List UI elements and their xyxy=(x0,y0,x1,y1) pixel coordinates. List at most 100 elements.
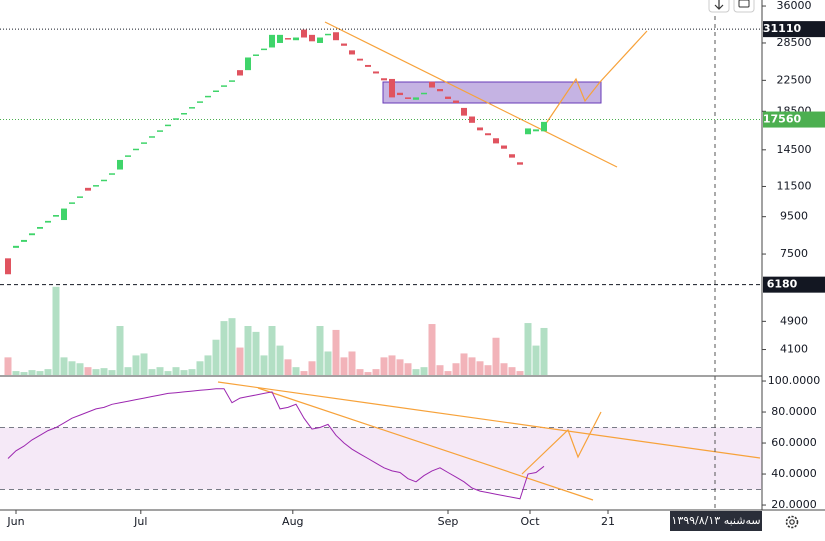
projection-path[interactable] xyxy=(544,30,648,126)
volume-bar xyxy=(36,371,44,375)
candle xyxy=(461,107,467,116)
volume-bar xyxy=(84,367,92,375)
y-tick-label: 4900 xyxy=(780,314,808,327)
volume-bar xyxy=(100,368,108,375)
volume-bar xyxy=(28,370,36,375)
candle xyxy=(133,148,139,151)
candle xyxy=(397,92,403,96)
volume-bar xyxy=(220,321,228,375)
candle xyxy=(205,95,211,98)
rectangle-drawing[interactable] xyxy=(382,81,602,104)
candle xyxy=(493,138,499,144)
axis-layer: 4100490075009500115001450018500225002850… xyxy=(6,0,825,528)
candle xyxy=(253,54,259,56)
candle xyxy=(13,245,19,248)
date-label-box xyxy=(670,511,762,531)
candle xyxy=(357,58,363,61)
volume-bar xyxy=(380,357,388,375)
rsi-projection-path[interactable] xyxy=(521,411,602,475)
volume-bar xyxy=(484,365,492,375)
volume-bar xyxy=(180,370,188,375)
crosshair-date: سه‌شنبه ۱۳۹۹/۸/۱۳ xyxy=(671,514,760,527)
candle xyxy=(325,33,331,36)
volume-bar xyxy=(204,355,212,375)
volume-bar xyxy=(332,329,340,375)
candle xyxy=(29,233,35,236)
volume-bar xyxy=(244,326,252,375)
candle xyxy=(365,64,371,67)
candle xyxy=(125,155,131,157)
candle xyxy=(61,208,67,221)
volume-bar xyxy=(532,345,540,375)
candle xyxy=(309,34,315,42)
candle xyxy=(317,37,323,43)
candle xyxy=(469,116,475,123)
settings-button[interactable] xyxy=(733,0,755,13)
price-label-box xyxy=(763,111,825,128)
candle xyxy=(141,142,147,144)
candle xyxy=(93,185,99,187)
volume-bar xyxy=(492,337,500,375)
volume-bar xyxy=(116,326,124,375)
volume-bar xyxy=(468,357,476,375)
volume-bar xyxy=(196,361,204,375)
volume-bar xyxy=(428,324,436,375)
candle xyxy=(189,107,195,109)
y-tick-label: 22500 xyxy=(777,73,812,86)
y-tick-label: 28500 xyxy=(777,36,812,49)
rsi-trend-line[interactable] xyxy=(257,387,594,501)
rsi-tick-label: 40.0000 xyxy=(771,467,817,480)
rsi-trend-line[interactable] xyxy=(217,381,761,459)
candle xyxy=(69,202,75,204)
volume-bar xyxy=(268,326,276,375)
candle xyxy=(429,81,435,88)
volume-bar xyxy=(388,355,396,375)
rsi-line xyxy=(7,388,545,500)
price-label: 6180 xyxy=(767,278,798,291)
volume-bar xyxy=(348,351,356,375)
rsi-band-layer xyxy=(0,427,762,491)
volume-bar xyxy=(260,355,268,375)
candle xyxy=(85,187,91,191)
volume-bar xyxy=(308,361,316,375)
volume-bar xyxy=(92,369,100,375)
candle xyxy=(285,38,291,40)
candle xyxy=(405,97,411,99)
candle xyxy=(509,154,515,158)
volume-bar xyxy=(276,345,284,375)
volume-bar xyxy=(76,363,84,375)
volume-bar xyxy=(324,351,332,375)
candle xyxy=(213,90,219,93)
y-tick-label: 9500 xyxy=(780,210,808,223)
x-tick-label: Jul xyxy=(133,515,147,528)
candle xyxy=(53,215,59,217)
candle xyxy=(517,162,523,165)
volume-bar xyxy=(300,371,308,375)
volume-bar xyxy=(420,367,428,375)
settings-gear[interactable] xyxy=(785,515,799,529)
candle xyxy=(333,32,339,41)
candle xyxy=(541,121,547,132)
candle xyxy=(349,50,355,55)
volume-bar xyxy=(172,367,180,375)
volume-bar xyxy=(340,357,348,375)
candle xyxy=(301,29,307,38)
arrow-icon xyxy=(714,0,724,10)
volume-bar xyxy=(396,359,404,375)
volume-bar xyxy=(124,367,132,375)
candle xyxy=(477,127,483,131)
candle xyxy=(453,100,459,103)
candle xyxy=(501,145,507,149)
volume-bar xyxy=(524,323,532,375)
y-tick-label: 7500 xyxy=(780,247,808,260)
trend-line[interactable] xyxy=(324,21,618,168)
volume-bar xyxy=(188,369,196,375)
candle xyxy=(341,43,347,46)
candle xyxy=(197,101,203,103)
candle xyxy=(413,97,419,100)
x-tick-label: 21 xyxy=(601,515,615,528)
candle xyxy=(117,159,123,170)
gear-hub xyxy=(789,519,795,525)
